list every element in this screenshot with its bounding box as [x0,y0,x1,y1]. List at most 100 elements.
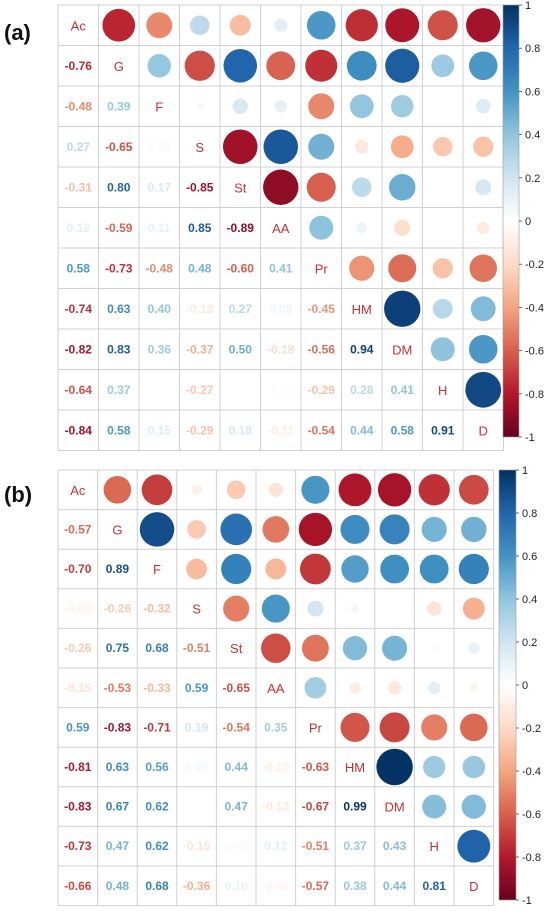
correlation-value: 0.91 [431,423,455,437]
correlation-value: 0.68 [145,641,169,655]
correlation-circle [384,290,421,327]
correlation-circle [440,225,445,230]
correlation-value: -0.60 [227,261,255,275]
correlation-value: -0.54 [308,423,336,437]
correlation-value: 0.44 [383,879,407,893]
colorbar-tick-label: -0.6 [525,346,544,358]
correlation-value: 0.37 [343,839,367,853]
correlation-value: 0.59 [66,720,90,734]
correlation-value: -0.81 [64,760,92,774]
correlation-value: -0.67 [302,800,330,814]
colorbar-tick-label: 0 [525,216,531,228]
colorbar-tick-label: 0.4 [525,130,540,142]
colorbar-tick-label: 0.4 [522,594,537,606]
correlation-value: 0.68 [145,879,169,893]
correlation-circle [458,474,489,505]
correlation-circle [462,597,485,620]
variable-label: D [479,423,488,438]
correlation-circle [261,633,291,663]
correlation-value: 0.43 [383,839,407,853]
correlation-circle [223,595,250,622]
colorbar-tick-label: -0.6 [522,809,541,821]
correlation-circle [232,98,248,114]
correlation-value: 0.63 [107,302,131,316]
correlation-value: -0.36 [183,879,211,893]
correlation-value: -0.65 [223,681,251,695]
correlation-circle [379,712,410,743]
correlation-value: 0.01 [185,800,209,814]
correlation-circle [418,474,450,506]
correlation-circle [475,98,491,114]
correlation-value: -0.18 [267,342,295,356]
correlation-circle [345,9,378,42]
correlation-value: -0.74 [65,302,93,316]
colorbar-tick-label: 1 [525,0,531,12]
grid-lines [57,4,504,451]
correlation-circle [421,516,447,542]
panel-label: (a) [4,20,31,45]
correlation-value: 0.80 [107,180,131,194]
correlation-circle [263,169,299,205]
correlation-value: -0.29 [186,423,214,437]
variable-label: G [112,522,122,537]
correlation-circle [102,8,136,42]
correlation-circle [427,10,458,41]
correlation-value: 0.48 [188,261,212,275]
correlation-circle [190,15,210,35]
correlation-value: -0.37 [186,342,214,356]
correlation-value: 0.37 [107,383,131,397]
variable-label: S [192,602,201,617]
correlation-circle [265,558,287,580]
correlation-circle [184,50,215,81]
correlation-circle [356,222,368,234]
correlation-circle [299,553,331,585]
correlation-value: 0.39 [107,99,131,113]
correlation-circle [308,133,335,160]
correlation-circle [394,219,411,236]
correlation-value: 0.12 [67,221,91,235]
correlation-value: -0.84 [65,423,93,437]
correlation-circle [298,512,333,547]
correlation-value: 0.08 [269,302,293,316]
correlation-value: 0.03 [225,839,249,853]
correlation-value: 0.27 [229,302,253,316]
correlation-value: 0.41 [391,383,415,397]
correlation-value: 0.15 [148,423,172,437]
correlation-circle [388,173,416,201]
correlation-circle [350,604,360,614]
correlation-circle [223,48,258,83]
correlation-circle [468,334,498,364]
correlation-circle [430,337,455,362]
correlation-value: -0.57 [64,522,92,536]
correlation-value: -0.29 [308,383,336,397]
correlation-value: -0.26 [64,641,92,655]
correlation-value: 0.81 [423,879,447,893]
correlation-circle [385,48,420,83]
correlation-circle [469,254,498,283]
correlation-value: -0.01 [267,383,295,397]
correlation-circle [431,54,455,78]
correlation-circle [146,12,173,39]
correlation-value: -0.70 [64,562,92,576]
correlation-circle [220,513,253,546]
correlation-circle [263,129,299,165]
correlation-circle [103,475,132,504]
correlation-value: -0.76 [65,59,93,73]
correlation-circle [470,296,496,322]
correlation-value: -0.73 [64,839,92,853]
correlation-circle [342,636,368,661]
correlation-value: -0.06 [262,879,290,893]
correlation-circle [306,10,336,40]
variable-label: AA [272,221,290,236]
colorbar-tick-label: 0.8 [522,508,537,520]
correlation-value: -0.73 [105,261,133,275]
correlation-value: 0.18 [229,423,253,437]
correlation-value: -0.53 [104,681,132,695]
correlation-value: -0.27 [186,383,214,397]
correlation-circle [461,516,487,543]
correlation-value: -0.32 [143,602,171,616]
correlation-circle [376,748,413,786]
correlation-value: -0.33 [143,681,171,695]
correlation-value: 0.58 [391,423,415,437]
correlation-circle [461,794,486,819]
